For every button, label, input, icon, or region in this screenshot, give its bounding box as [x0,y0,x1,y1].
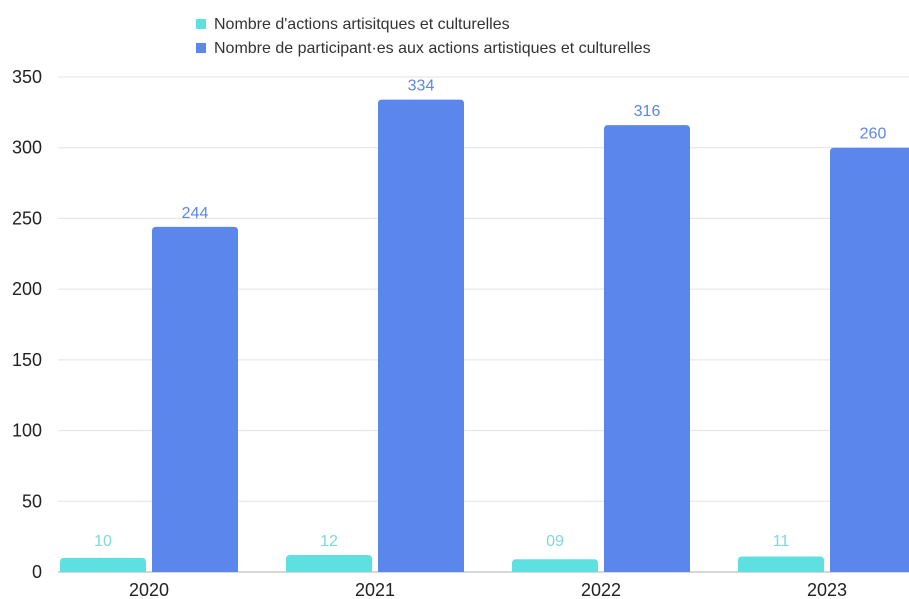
bar-2021-series-2 [378,99,464,572]
x-tick-label-2021: 2021 [355,580,395,599]
bar-2022-series-2 [604,125,690,572]
y-tick-label: 100 [12,421,42,441]
x-axis-ticks: 2020 2021 2022 2023 [129,580,847,599]
legend: Nombre d'actions artisitques et culturel… [196,16,651,57]
data-label-2021-series-1: 12 [320,533,338,550]
y-tick-label: 0 [32,562,42,582]
legend-swatch-series-2 [196,43,206,53]
bar-2020-series-1 [60,557,146,572]
legend-swatch-series-1 [196,19,206,29]
y-tick-label: 150 [12,350,42,370]
bar-2023-series-2 [830,147,909,572]
x-tick-label-2020: 2020 [129,580,169,599]
y-tick-label: 200 [12,279,42,299]
bar-2023-series-1 [738,556,824,572]
y-tick-label: 50 [22,491,42,511]
data-label-2022-series-1: 09 [546,533,564,550]
y-tick-label: 350 [12,67,42,87]
data-label-2023-series-1: 11 [773,533,790,550]
legend-label-series-2: Nombre de participant·es aux actions art… [214,40,651,57]
data-label-2020-series-2: 244 [182,205,209,222]
bars [60,99,909,572]
bar-2020-series-2 [152,226,238,572]
data-label-2020-series-1: 10 [94,533,112,550]
x-tick-label-2022: 2022 [581,580,621,599]
legend-label-series-1: Nombre d'actions artisitques et culturel… [214,16,510,33]
y-tick-label: 250 [12,208,42,228]
y-tick-label: 300 [12,138,42,158]
y-axis-ticks: 0 50 100 150 200 250 300 350 [12,67,42,582]
data-label-2022-series-2: 316 [634,103,661,120]
data-label-2023-series-2: 260 [860,126,887,143]
data-label-2021-series-2: 334 [408,78,435,95]
bar-2022-series-1 [512,559,598,572]
x-tick-label-2023: 2023 [807,580,847,599]
data-labels: 10 244 12 334 09 316 11 260 [94,78,886,550]
bar-2021-series-1 [286,555,372,572]
